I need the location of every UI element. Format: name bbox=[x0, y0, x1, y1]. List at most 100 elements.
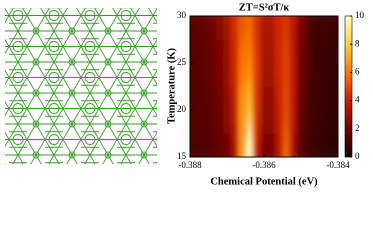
heatmap-cell bbox=[282, 86, 291, 134]
heatmap-cell bbox=[190, 16, 195, 40]
heatmap-cell bbox=[223, 133, 232, 157]
heatmap-cell bbox=[334, 133, 338, 157]
x-axis-label: Chemical Potential (eV) bbox=[210, 176, 318, 187]
colorbar-tick-label: 10 bbox=[355, 10, 365, 20]
heatmap-cell bbox=[201, 39, 209, 87]
heatmap-cell bbox=[201, 16, 209, 40]
chart-title: ZT=S²σT/κ bbox=[239, 2, 290, 13]
heatmap-cell bbox=[289, 16, 298, 40]
heatmap-cell bbox=[208, 16, 217, 40]
heatmap-cell bbox=[238, 16, 246, 40]
colorbar-tick-label: 2 bbox=[355, 123, 360, 133]
axes: -0.388 -0.386 -0.384 15 20 25 30 0 2 4 6 8 10 bbox=[177, 10, 365, 170]
heatmap-cell bbox=[208, 133, 217, 157]
heatmap-cell bbox=[297, 133, 306, 157]
heatmap-cell bbox=[223, 39, 232, 87]
heatmap-cell bbox=[190, 133, 195, 157]
heatmap-cell bbox=[245, 86, 254, 134]
lattice-structure bbox=[5, 8, 157, 164]
heatmap-cell bbox=[334, 39, 338, 87]
colorbar bbox=[344, 15, 353, 158]
heatmap-cell bbox=[267, 86, 276, 134]
heatmap-cell bbox=[193, 133, 202, 157]
colorbar-tick-label: 6 bbox=[355, 66, 360, 76]
x-tick-label: -0.388 bbox=[178, 160, 202, 170]
heatmap-cell bbox=[215, 16, 224, 40]
heatmap-cell bbox=[267, 39, 276, 87]
heatmap-cell bbox=[312, 86, 320, 134]
heatmap-cell bbox=[208, 39, 217, 87]
heatmap-cell bbox=[215, 133, 224, 157]
heatmap-cell bbox=[319, 39, 328, 87]
heatmap-cell bbox=[238, 133, 246, 157]
heatmap-cell bbox=[326, 39, 335, 87]
heatmap-cell bbox=[245, 39, 254, 87]
y-tick-label: 20 bbox=[177, 104, 187, 114]
heatmap-cell bbox=[282, 133, 291, 157]
heatmap-cell bbox=[326, 16, 335, 40]
colorbar-tick-label: 8 bbox=[355, 38, 360, 48]
heatmap-cell bbox=[245, 133, 254, 157]
heatmap-cell bbox=[319, 16, 328, 40]
heatmap-cell bbox=[230, 16, 239, 40]
heatmap-cell bbox=[304, 86, 313, 134]
heatmap-cell bbox=[289, 39, 298, 87]
y-tick-label: 15 bbox=[177, 151, 187, 161]
heatmap-cell bbox=[223, 16, 232, 40]
y-axis-label: Temperature (K) bbox=[166, 47, 177, 124]
colorbar-tick-label: 0 bbox=[355, 151, 360, 161]
x-tick-label: -0.384 bbox=[326, 160, 350, 170]
heatmap-cell bbox=[252, 133, 261, 157]
heatmap-cell bbox=[252, 39, 261, 87]
heatmap-cell bbox=[334, 86, 338, 134]
heatmap-cell bbox=[334, 16, 338, 40]
heatmap-cell bbox=[326, 133, 335, 157]
heatmap-cell bbox=[282, 39, 291, 87]
heatmap-cell bbox=[275, 86, 283, 134]
heatmap-cell bbox=[215, 39, 224, 87]
heatmap-cell bbox=[267, 133, 276, 157]
heatmap-cell bbox=[297, 39, 306, 87]
heatmap-cell bbox=[201, 133, 209, 157]
heatmap-cell bbox=[297, 16, 306, 40]
heatmap-cell bbox=[260, 133, 269, 157]
figure: ZT=S²σT/κ Chemical Potential (eV) Temper… bbox=[5, 2, 365, 187]
heatmap-cell bbox=[289, 133, 298, 157]
heatmap-cell bbox=[304, 39, 313, 87]
heatmap-cell bbox=[319, 86, 328, 134]
heatmap-cell bbox=[282, 16, 291, 40]
heatmap-cell bbox=[289, 86, 298, 134]
heatmap-cell bbox=[312, 16, 320, 40]
heatmap-cell bbox=[252, 86, 261, 134]
heatmap-cell bbox=[193, 86, 202, 134]
heatmap-cell bbox=[215, 86, 224, 134]
heatmap-cell bbox=[267, 16, 276, 40]
heatmap-cell bbox=[230, 133, 239, 157]
heatmap-cell bbox=[230, 86, 239, 134]
heatmap-cell bbox=[312, 39, 320, 87]
heatmap-cell bbox=[312, 133, 320, 157]
heatmap-cell bbox=[193, 39, 202, 87]
heatmap-cell bbox=[304, 16, 313, 40]
heatmap-cell bbox=[275, 39, 283, 87]
heatmap-cell bbox=[260, 86, 269, 134]
y-tick-label: 25 bbox=[177, 57, 187, 67]
heatmap-cell bbox=[319, 133, 328, 157]
x-tick-label: -0.386 bbox=[252, 160, 276, 170]
heatmap-cell bbox=[297, 86, 306, 134]
colorbar-tick-label: 4 bbox=[355, 95, 360, 105]
heatmap-cell bbox=[275, 16, 283, 40]
heatmap-cell bbox=[252, 16, 261, 40]
heatmap-cell bbox=[193, 16, 202, 40]
heatmap-cell bbox=[245, 16, 254, 40]
heatmap-cell bbox=[275, 133, 283, 157]
heatmap-cell bbox=[238, 39, 246, 87]
heatmap-cell bbox=[260, 16, 269, 40]
heatmap-cell bbox=[304, 133, 313, 157]
heatmap-cells bbox=[190, 16, 338, 157]
heatmap-cell bbox=[238, 86, 246, 134]
heatmap-cell bbox=[201, 86, 209, 134]
y-tick-label: 30 bbox=[177, 10, 187, 20]
heatmap-cell bbox=[230, 39, 239, 87]
heatmap-cell bbox=[223, 86, 232, 134]
